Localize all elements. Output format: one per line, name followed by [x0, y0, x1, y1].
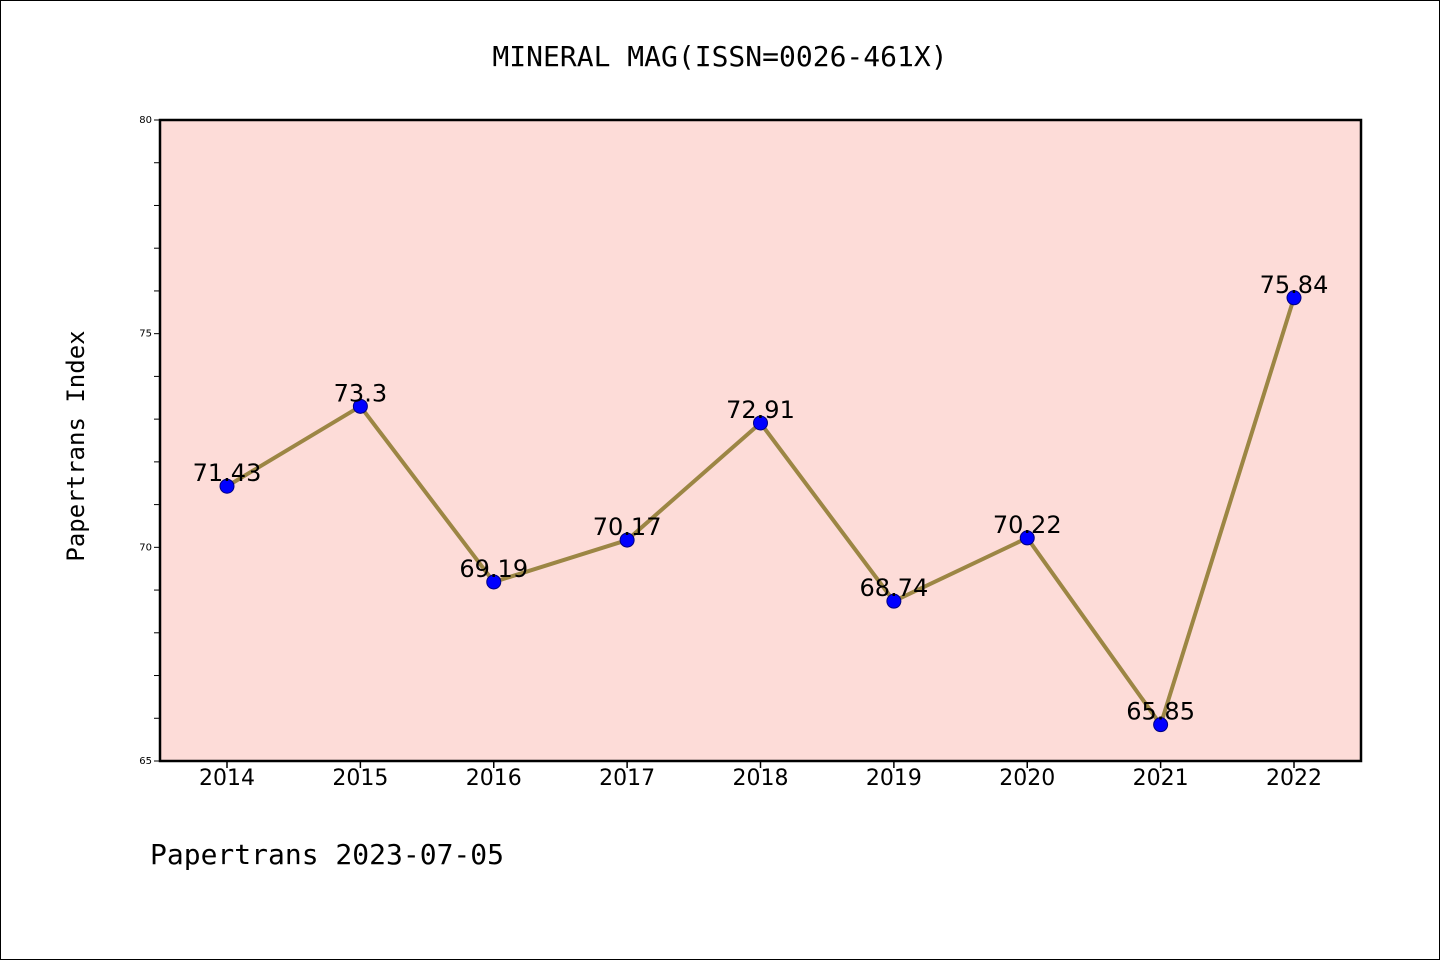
- y-axis-title: Papertrans Index: [62, 330, 90, 561]
- data-label: 72.91: [726, 396, 795, 424]
- x-tick-label: 2020: [999, 766, 1055, 791]
- data-label: 71.43: [193, 459, 262, 487]
- data-label: 70.17: [593, 513, 662, 541]
- y-tick-label: 65: [139, 756, 152, 767]
- plot-area: [160, 120, 1361, 761]
- data-label: 75.84: [1260, 271, 1329, 299]
- data-point: [1153, 717, 1169, 733]
- data-point: [352, 398, 368, 414]
- x-axis: 2014 2015 2016 2017 2018 2019 2020 2021 2022: [199, 761, 1322, 791]
- plot-border: [158, 118, 1363, 763]
- x-tick-label: 2016: [466, 766, 522, 791]
- data-label: 73.3: [334, 379, 387, 407]
- data-point: [219, 478, 235, 494]
- y-tick-label: 70: [139, 542, 152, 553]
- x-tick-label: 2022: [1266, 766, 1322, 791]
- data-label: 65.85: [1126, 698, 1195, 726]
- x-tick-label: 2021: [1133, 766, 1189, 791]
- x-tick-label: 2019: [866, 766, 922, 791]
- series-group: [219, 290, 1302, 733]
- data-labels: 71.43 73.3 69.19 70.17 72.91 68.74 70.22 65.85 7…: [193, 271, 1329, 726]
- y-tick-label: 80: [139, 115, 152, 126]
- y-axis: 65 70 75 80: [139, 115, 160, 767]
- data-point: [486, 574, 502, 590]
- data-label: 70.22: [993, 511, 1062, 539]
- chart-title: MINERAL MAG(ISSN=0026-461X): [492, 40, 947, 73]
- x-tick-label: 2015: [332, 766, 388, 791]
- data-label: 68.74: [860, 574, 929, 602]
- data-label: 69.19: [459, 555, 528, 583]
- data-point: [753, 415, 768, 431]
- x-tick-label: 2017: [599, 766, 655, 791]
- x-tick-label: 2014: [199, 766, 255, 791]
- data-point: [886, 593, 902, 609]
- data-point: [1286, 290, 1302, 306]
- footer-text: Papertrans 2023-07-05: [150, 838, 504, 871]
- x-tick-label: 2018: [733, 766, 789, 791]
- data-point: [619, 532, 635, 548]
- y-tick-label: 75: [139, 329, 152, 340]
- data-point: [1019, 530, 1035, 546]
